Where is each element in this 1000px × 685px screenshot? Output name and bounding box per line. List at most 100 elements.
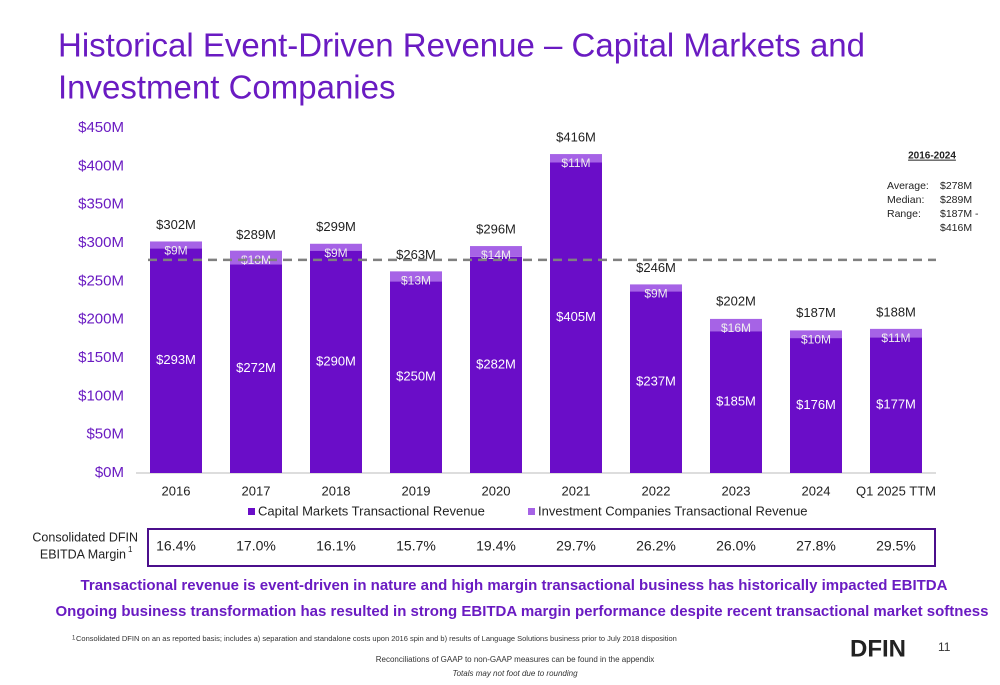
bar-segment [470,256,522,473]
y-tick-label: $50M [86,426,124,443]
x-tick-label: Q1 2025 TTM [856,483,936,498]
total-label: $416M [556,130,596,145]
total-label: $289M [236,227,276,242]
data-label: $13M [401,274,431,288]
y-tick-label: $400M [78,157,124,174]
bar-segment [550,154,602,163]
total-label: $187M [796,305,836,320]
y-tick-label: $250M [78,272,124,289]
bar-segment [870,337,922,473]
title-line: Investment Companies [58,69,396,106]
y-tick-label: $450M [78,119,124,136]
margin-value: 29.5% [876,538,916,554]
legend-label: Investment Companies Transactional Reven… [538,503,808,518]
data-label: $11M [561,156,590,170]
data-label: $9M [644,287,667,301]
bar-segment [470,246,522,257]
x-tick-label: 2024 [802,483,831,498]
margin-box [147,528,936,567]
y-tick-label: $100M [78,387,124,404]
total-label: $296M [476,222,516,237]
headline: Ongoing business transformation has resu… [56,603,989,620]
footnote-mark: 1 [72,636,76,642]
title-line: Historical Event-Driven Revenue – Capita… [58,27,865,64]
bar-segment [150,241,202,249]
bar-segment [790,338,842,473]
bar-segment [390,271,442,282]
margin-value: 29.7% [556,538,596,554]
stats-text: Median: [887,194,924,206]
data-label: $405M [556,309,596,324]
bar-segment [310,250,362,473]
legend-swatch [248,508,255,515]
stats-text: $187M - [940,208,979,220]
y-tick-label: $200M [78,311,124,328]
y-tick-label: $150M [78,349,124,366]
page-number: 11 [938,640,951,654]
data-label: $10M [801,333,831,347]
data-label: $177M [876,397,916,412]
stats-text: $278M [940,180,972,192]
bar-segment [710,318,762,332]
bar-segment [870,328,922,338]
note: Reconciliations of GAAP to non-GAAP meas… [376,655,655,664]
margin-value: 15.7% [396,538,436,554]
data-label: $16M [721,321,751,335]
data-label: $237M [636,374,676,389]
stats-text: $289M [940,194,972,206]
x-tick-label: 2017 [242,483,271,498]
x-tick-label: 2016 [162,483,191,498]
bar-segment [390,281,442,473]
margin-label: EBITDA Margin [40,547,126,561]
data-label: $272M [236,360,276,375]
x-tick-label: 2018 [322,483,351,498]
bar-segment [630,284,682,292]
x-tick-label: 2021 [562,483,591,498]
data-label: $185M [716,394,756,409]
bar-segment [150,248,202,473]
data-label: $293M [156,352,196,367]
footnote: Consolidated DFIN on an as reported basi… [76,634,677,643]
margin-value: 27.8% [796,538,836,554]
bar-segment [230,264,282,473]
data-label: $250M [396,369,436,384]
bar-segment [550,162,602,473]
data-label: $290M [316,353,356,368]
stats-heading: 2016-2024 [908,151,956,162]
data-label: $9M [324,246,347,260]
y-tick-label: $350M [78,196,124,213]
total-label: $188M [876,304,916,319]
x-tick-label: 2023 [722,483,751,498]
headline: Transactional revenue is event-driven in… [81,577,948,594]
stats-text: Range: [887,208,921,220]
x-tick-label: 2022 [642,483,671,498]
margin-value: 16.1% [316,538,356,554]
bar-segment [790,330,842,339]
stats-text: Average: [887,180,929,192]
data-label: $176M [796,397,836,412]
logo: DFIN [850,635,906,662]
total-label: $263M [396,247,436,262]
data-label: $14M [481,248,511,262]
margin-value: 19.4% [476,538,516,554]
total-label: $246M [636,260,676,275]
margin-value: 16.4% [156,538,196,554]
margin-note: 1 [128,545,133,554]
bar-segment [630,291,682,473]
legend-swatch [528,508,535,515]
margin-value: 26.2% [636,538,676,554]
data-label: $282M [476,356,516,371]
stats-text: $416M [940,222,972,234]
y-tick-label: $0M [95,464,124,481]
bar-segment [710,331,762,473]
x-tick-label: 2020 [482,483,511,498]
x-tick-label: 2019 [402,483,431,498]
y-tick-label: $300M [78,234,124,251]
total-label: $299M [316,219,356,234]
total-label: $302M [156,217,196,232]
margin-label: Consolidated DFIN [32,530,138,544]
legend-label: Capital Markets Transactional Revenue [258,503,485,518]
margin-value: 26.0% [716,538,756,554]
total-label: $202M [716,294,756,309]
